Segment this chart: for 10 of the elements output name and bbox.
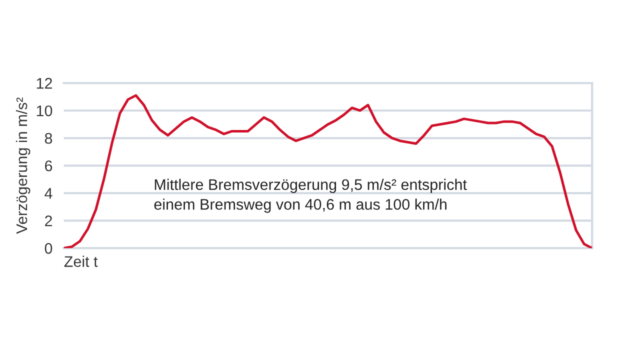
x-axis-title: Zeit t <box>64 256 98 267</box>
annotation: Mittlere Bremsverzögerung 9,5 m/s² entspricht einem Bremsweg von 40,6 m aus 100 km/h <box>154 178 467 213</box>
y-tick-label: 6 <box>45 160 52 172</box>
y-tick-label: 10 <box>36 105 52 116</box>
y-tick-label: 12 <box>36 78 52 89</box>
y-tick-label: 8 <box>44 132 52 144</box>
y-tick-label: 2 <box>45 215 52 226</box>
y-tick-label: 0 <box>44 243 52 254</box>
y-tick-label: 4 <box>44 188 52 199</box>
y-axis-title: Verzögerung in m/s² <box>16 98 30 234</box>
